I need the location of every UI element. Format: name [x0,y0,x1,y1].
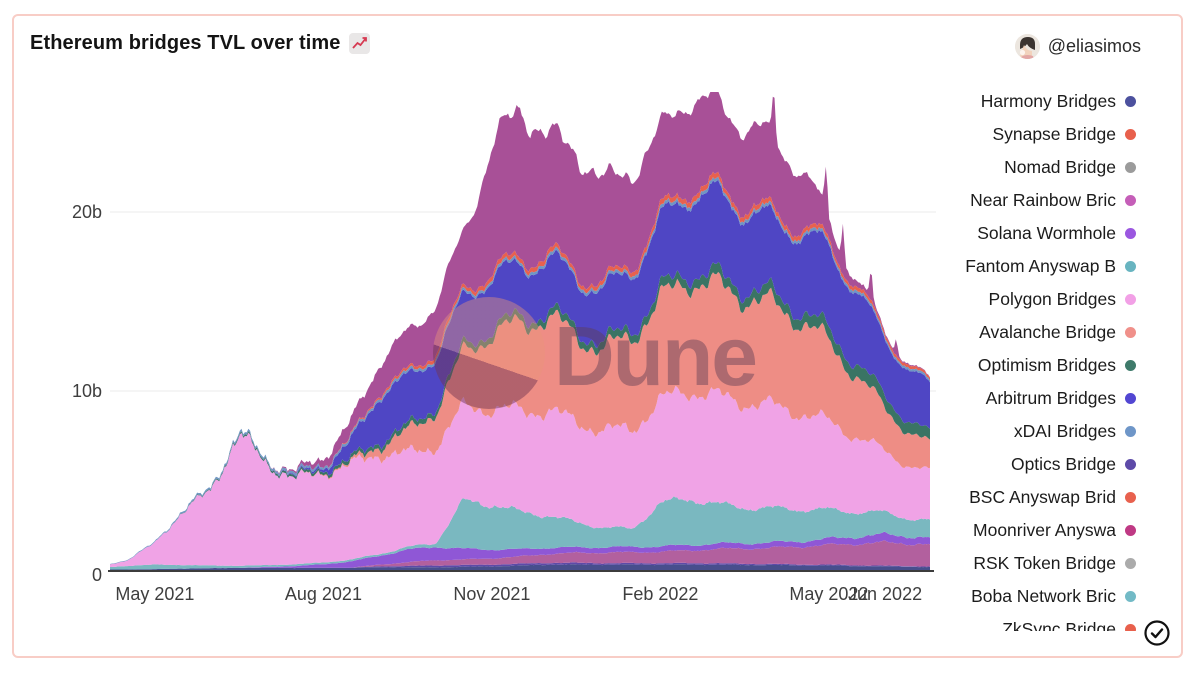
y-tick-label: 0 [91,565,102,585]
legend-item-label: Avalanche Bridge [979,322,1116,342]
x-tick-label: Aug 2021 [284,584,362,604]
legend-color-dot [1125,624,1136,631]
legend-item-label: Polygon Bridges [988,289,1116,309]
legend-color-dot [1125,129,1136,140]
legend-item[interactable]: xDAI Bridges [935,415,1136,448]
legend-item[interactable]: Fantom Anyswap B [935,250,1136,283]
legend-color-dot [1125,294,1136,305]
x-tick-label: May 2021 [115,584,195,604]
legend-item[interactable]: Nomad Bridge [935,151,1136,184]
legend-color-dot [1125,261,1136,272]
legend-item-label: Arbitrum Bridges [985,388,1116,408]
legend-item-label: BSC Anyswap Brid [969,487,1116,507]
legend-item-label: Boba Network Bric [971,586,1116,606]
chart-title[interactable]: Ethereum bridges TVL over time [30,32,341,54]
legend-item-label: Synapse Bridge [992,124,1116,144]
legend-item-label: RSK Token Bridge [973,553,1116,573]
legend-color-dot [1125,459,1136,470]
legend-item[interactable]: Moonriver Anyswa [935,514,1136,547]
area-arbitrum-bridges [110,179,930,565]
legend-color-dot [1125,195,1136,206]
legend-item-label: Fantom Anyswap B [965,256,1116,276]
area-near-rainbow-bridge [110,92,930,564]
area-avalanche-bridge [110,271,930,565]
legend-item[interactable]: Arbitrum Bridges [935,382,1136,415]
x-tick-label: May 2022 [789,584,869,604]
area-solana-wormhole [110,531,930,570]
legend-color-dot [1125,162,1136,173]
legend-item[interactable]: BSC Anyswap Brid [935,481,1136,514]
legend-item-label: Near Rainbow Bric [970,190,1116,210]
legend-item[interactable]: Avalanche Bridge [935,316,1136,349]
area-polygon-bridges [110,385,930,567]
legend-item[interactable]: Harmony Bridges [935,85,1136,118]
legend-item[interactable]: RSK Token Bridge [935,547,1136,580]
legend-item[interactable]: Synapse Bridge [935,118,1136,151]
legend-color-dot [1125,360,1136,371]
x-tick-label: Jun 2022 [848,584,923,604]
check-circle-icon [1144,620,1170,646]
author-handle[interactable]: @eliasimos [1047,36,1141,56]
y-tick-label: 10b [71,381,102,401]
legend-item-label: Harmony Bridges [980,91,1116,111]
legend-item-label: ZkSync Bridge [1002,619,1116,631]
area-optics-bridge [110,562,930,570]
query-complete-badge[interactable] [1142,618,1172,648]
legend-item[interactable]: Optimism Bridges [935,349,1136,382]
chart-card: Dune 0 10b 20b May 2021 Aug 2021 Nov 2021 Feb… [12,14,1183,658]
legend-item[interactable]: ZkSync Bridge [935,613,1136,631]
legend-item[interactable]: Polygon Bridges [935,283,1136,316]
area-fantom-anyswap-bridge [110,496,930,570]
legend-item-label: Optimism Bridges [977,355,1116,375]
legend-item-label: xDAI Bridges [1013,421,1116,441]
legend-color-dot [1125,525,1136,536]
chart-legend: Harmony Bridges Synapse Bridge Nomad Bri… [935,85,1136,631]
legend-color-dot [1125,393,1136,404]
author-avatar[interactable] [1014,34,1040,59]
stacked-area-chart[interactable] [14,16,1181,656]
area-moonriver-anyswap-bridge [110,540,930,570]
legend-item-label: Optics Bridge [1010,454,1116,474]
legend-color-dot [1125,327,1136,338]
legend-color-dot [1125,558,1136,569]
legend-color-dot [1125,96,1136,107]
legend-item[interactable]: Optics Bridge [935,448,1136,481]
legend-item-label: Solana Wormhole [977,223,1116,243]
legend-color-dot [1125,228,1136,239]
legend-item[interactable]: Near Rainbow Bric [935,184,1136,217]
legend-color-dot [1125,591,1136,602]
area-harmony-bridges [110,564,930,570]
chart-increasing-icon [348,33,370,54]
legend-item[interactable]: Solana Wormhole [935,217,1136,250]
legend-item-label: Moonriver Anyswa [973,520,1116,540]
x-tick-label: Feb 2022 [622,584,699,604]
legend-color-dot [1125,492,1136,503]
legend-item-label: Nomad Bridge [1004,157,1116,177]
y-tick-label: 20b [71,202,102,222]
x-tick-label: Nov 2021 [453,584,531,604]
legend-item[interactable]: Boba Network Bric [935,580,1136,613]
legend-color-dot [1125,426,1136,437]
